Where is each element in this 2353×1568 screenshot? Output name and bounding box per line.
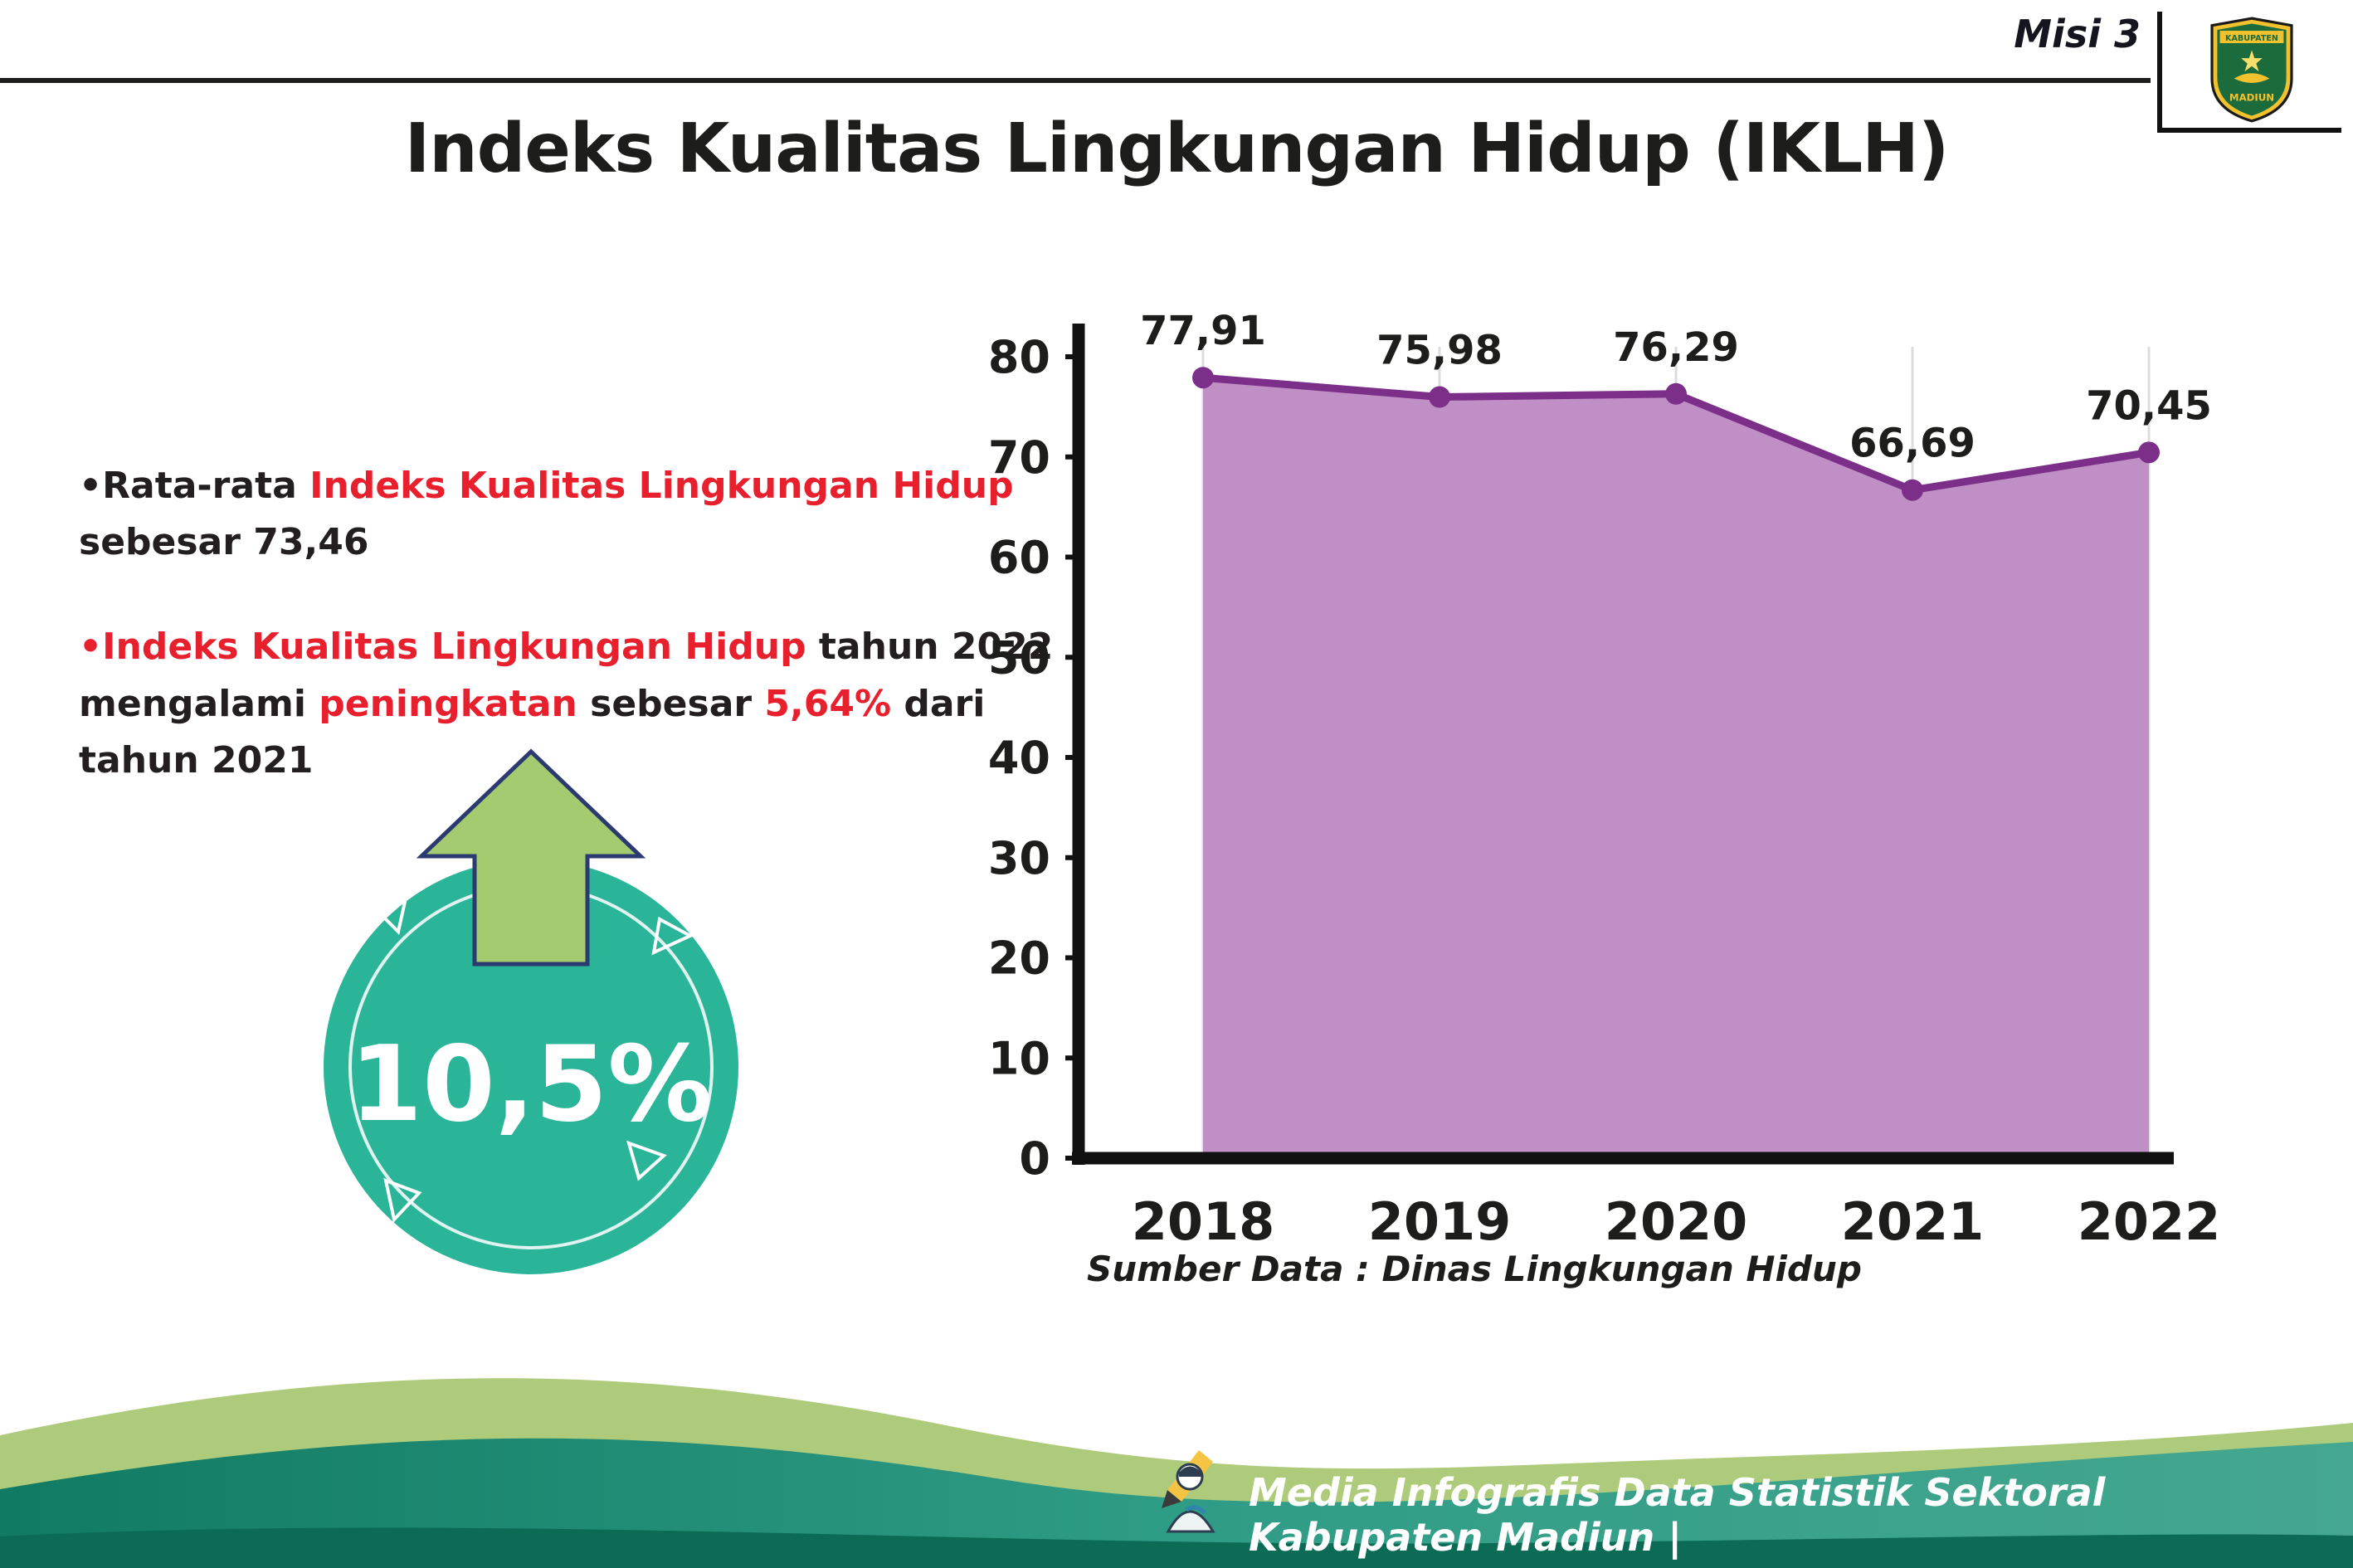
misi-label: Misi 3 <box>2014 12 2141 56</box>
bullet-marker: • <box>79 626 103 669</box>
x-tick-label: 2020 <box>1605 1191 1748 1252</box>
badge-circle <box>324 859 738 1274</box>
x-tick-label: 2021 <box>1841 1191 1985 1252</box>
value-label: 75,98 <box>1376 328 1503 374</box>
y-tick-label: 40 <box>988 732 1050 784</box>
y-tick-label: 50 <box>988 631 1050 684</box>
header-rule <box>0 78 2151 83</box>
chart-source-label: Sumber Data : Dinas Lingkungan Hidup <box>1087 1249 1862 1289</box>
y-tick-label: 60 <box>988 532 1050 584</box>
mascot-icon <box>1162 1450 1215 1533</box>
iklh-area-chart: 77,91 75,98 76,29 66,69 70,45 0 10 20 30 40 50 60 70… <box>954 290 2248 1327</box>
increase-arrow-icon <box>416 748 646 967</box>
page-title: Indeks Kualitas Lingkungan Hidup (IKLH) <box>404 110 1950 188</box>
bullet-list: •Rata-rata Indeks Kualitas Lingkungan Hi… <box>79 458 1087 837</box>
bullet-text-segment: sebesar 73,46 <box>79 521 369 564</box>
value-label: 77,91 <box>1140 308 1266 354</box>
x-tick-label: 2018 <box>1132 1191 1275 1252</box>
x-tick-label: 2019 <box>1368 1191 1512 1252</box>
y-tick-label: 10 <box>988 1032 1050 1084</box>
y-tick-label: 80 <box>988 331 1050 383</box>
bullet-text-segment: peningkatan <box>319 682 577 725</box>
data-point <box>1665 382 1687 405</box>
value-label: 66,69 <box>1849 421 1975 467</box>
bullet-item-average: •Rata-rata Indeks Kualitas Lingkungan Hi… <box>79 458 1087 571</box>
badge-value: 10,5% <box>349 1023 712 1145</box>
bullet-text-segment: Indeks Kualitas Lingkungan Hidup <box>309 465 1014 507</box>
increase-badge: 10,5% <box>315 745 747 1280</box>
data-point <box>1192 367 1214 389</box>
data-point <box>2138 441 2160 464</box>
logo-frame: KABUPATEN MADIUN <box>2157 12 2341 133</box>
x-tick-label: 2022 <box>2078 1191 2221 1252</box>
bullet-text-segment: dari tahun 2021 <box>79 682 986 782</box>
bullet-text-segment: 5,64% <box>764 682 892 725</box>
y-tick-label: 70 <box>988 431 1050 484</box>
bullet-text-segment: sebesar <box>577 682 765 725</box>
data-point <box>1902 479 1923 501</box>
bullet-item-increase: •Indeks Kualitas Lingkungan Hidup tahun … <box>79 619 1087 789</box>
logo-top-text: KABUPATEN <box>2225 34 2278 43</box>
y-tick-label: 20 <box>988 933 1050 985</box>
y-tick-label: 0 <box>1019 1132 1050 1185</box>
bullet-text-segment: tahun 2022 mengalami <box>79 626 1054 725</box>
area-fill <box>1203 377 2149 1158</box>
bullet-text-segment: Indeks Kualitas Lingkungan Hidup <box>102 626 806 669</box>
value-label: 76,29 <box>1613 324 1739 371</box>
logo-bottom-text: MADIUN <box>2229 91 2274 103</box>
bullet-marker: • <box>79 465 103 507</box>
data-point <box>1429 386 1450 408</box>
y-tick-label: 30 <box>988 832 1050 884</box>
value-label: 70,45 <box>2086 382 2212 429</box>
kabupaten-madiun-logo: KABUPATEN MADIUN <box>2210 17 2293 123</box>
footer-credit: Media Infografis Data Statistik Sektoral… <box>1249 1470 2106 1560</box>
bullet-text-segment: Rata-rata <box>102 465 310 507</box>
